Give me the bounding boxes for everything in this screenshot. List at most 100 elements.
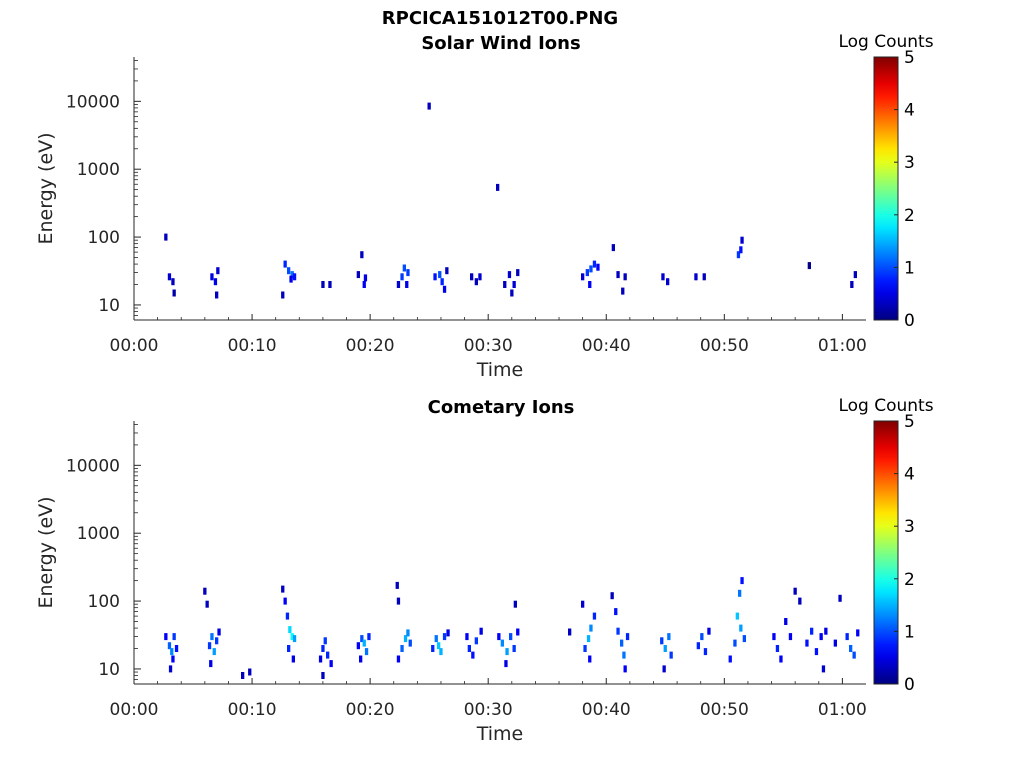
data-cell: [170, 648, 174, 656]
colorbar-label: Log Counts: [838, 32, 933, 52]
data-cell: [833, 639, 837, 647]
y-tick-label: 1000: [77, 160, 120, 180]
colorbar-tick-label: 1: [904, 258, 915, 278]
y-tick-label: 1000: [77, 524, 120, 544]
data-cell: [288, 626, 292, 634]
data-cell: [623, 273, 627, 281]
data-cell: [287, 267, 291, 275]
y-tick-label: 100: [88, 592, 120, 612]
colorbar-tick-label: 4: [904, 101, 915, 121]
x-tick-label: 01:00: [818, 336, 867, 356]
data-cell: [512, 281, 516, 288]
data-cell: [465, 633, 469, 641]
data-cell: [589, 265, 593, 273]
colorbar-tick-label: 2: [904, 206, 915, 226]
data-cell: [805, 639, 809, 647]
colorbar-tick-label: 0: [904, 311, 915, 331]
data-cell: [406, 269, 410, 277]
data-cell: [168, 665, 173, 673]
data-cell: [592, 612, 597, 620]
data-cell: [742, 635, 746, 643]
data-cell: [283, 260, 287, 268]
data-cell: [740, 577, 744, 585]
data-cell: [798, 597, 802, 605]
data-cell: [663, 645, 667, 652]
data-cell: [707, 627, 711, 635]
data-cell: [736, 251, 741, 259]
data-cell: [434, 635, 438, 643]
colorbar-tick-label: 2: [904, 570, 915, 590]
data-cell: [241, 672, 245, 679]
colorbar-tick-label: 3: [904, 153, 915, 173]
data-cell: [356, 642, 360, 650]
data-cell: [516, 628, 520, 636]
data-cell: [164, 633, 168, 641]
data-cell: [733, 639, 737, 647]
cometary-panel: 00:00 00:10 00:20 00:30 00:40 00:50 01:0010100…: [35, 396, 934, 745]
data-cell: [364, 648, 369, 656]
data-cell: [403, 635, 408, 643]
data-cell: [775, 645, 780, 652]
data-cell: [329, 660, 333, 668]
data-cell: [660, 637, 664, 645]
data-cell: [210, 273, 214, 281]
data-cell: [810, 627, 814, 635]
x-tick-label: 01:00: [818, 700, 867, 720]
data-cell: [479, 627, 483, 635]
data-cell: [510, 289, 514, 297]
data-cell: [703, 648, 708, 656]
data-cell: [367, 633, 371, 641]
data-cell: [207, 642, 212, 650]
data-cell: [287, 645, 291, 652]
data-cell: [446, 629, 450, 637]
data-cell: [616, 627, 620, 635]
data-cell: [290, 271, 294, 279]
data-cell: [596, 263, 600, 271]
data-cell: [285, 612, 290, 620]
data-cell: [845, 633, 849, 641]
data-cell: [610, 592, 614, 600]
data-cell: [616, 271, 620, 279]
data-cell: [581, 600, 585, 608]
data-cell: [172, 633, 176, 641]
data-cell: [824, 627, 828, 635]
data-cell: [728, 655, 732, 663]
data-cell: [362, 639, 366, 647]
data-cell: [290, 633, 294, 641]
data-cell: [323, 637, 327, 645]
x-tick-label: 00:00: [110, 336, 159, 356]
data-cell: [588, 281, 592, 288]
data-cell: [289, 275, 293, 283]
data-cell: [853, 271, 857, 279]
colorbar-label: Log Counts: [838, 396, 933, 416]
data-cell: [292, 273, 297, 281]
data-cell: [700, 633, 704, 641]
x-tick-label: 00:40: [582, 336, 631, 356]
data-cell: [360, 635, 364, 643]
x-tick-label: 00:50: [700, 336, 749, 356]
data-cell: [852, 651, 856, 659]
data-cell: [850, 281, 854, 288]
data-cell: [500, 639, 504, 647]
data-cell: [209, 660, 213, 668]
y-tick-label: 100: [88, 228, 120, 248]
colorbar-tick-label: 5: [904, 412, 915, 432]
x-tick-label: 00:30: [464, 336, 513, 356]
x-tick-label: 00:50: [700, 700, 749, 720]
colorbar-tick-label: 3: [904, 517, 915, 537]
data-cell: [174, 645, 179, 652]
data-cell: [281, 291, 285, 299]
data-cell: [396, 597, 401, 605]
data-cell: [171, 655, 175, 663]
data-cell: [474, 637, 478, 645]
data-cell: [281, 585, 285, 593]
data-cell: [360, 251, 364, 259]
y-axis-label: Energy (eV): [35, 132, 57, 244]
data-cell: [318, 655, 323, 663]
data-cell: [213, 278, 218, 286]
data-cell: [427, 102, 431, 110]
data-cell: [589, 624, 593, 632]
data-cell: [496, 183, 500, 191]
data-cell: [212, 648, 216, 656]
data-cell: [788, 633, 793, 641]
